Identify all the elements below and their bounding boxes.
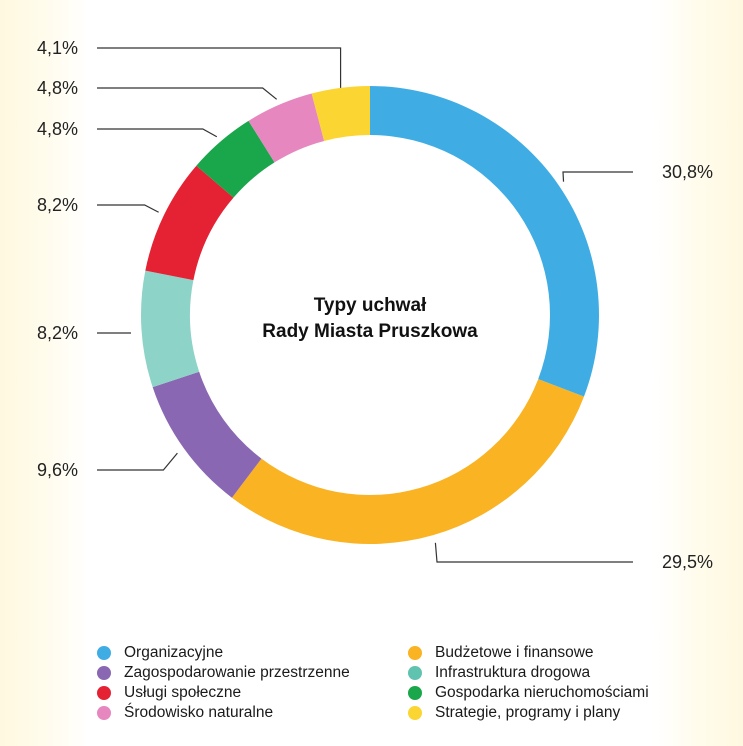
legend-item-budzetowe: Budżetowe i finansowe bbox=[408, 643, 688, 662]
legend-item-srodowisko: Środowisko naturalne bbox=[97, 703, 408, 722]
legend-swatch bbox=[408, 705, 422, 720]
leader-line-3 bbox=[97, 452, 178, 471]
legend-item-zagospodarowanie: Zagospodarowanie przestrzenne bbox=[97, 663, 408, 682]
value-label-3: 9,6% bbox=[37, 460, 78, 480]
leader-line-8 bbox=[97, 47, 342, 88]
value-label-4: 8,2% bbox=[37, 323, 78, 343]
legend-item-uslugi: Usługi społeczne bbox=[97, 683, 408, 702]
legend-label: Zagospodarowanie przestrzenne bbox=[124, 663, 350, 681]
leader-line-7 bbox=[97, 87, 278, 100]
chart-subtitle: Rady Miasta Pruszkowa bbox=[262, 321, 478, 342]
leader-line-2 bbox=[434, 542, 633, 563]
legend-label: Infrastruktura drogowa bbox=[435, 663, 591, 681]
donut-slice-6 bbox=[196, 120, 275, 198]
legend-item-organizacyjne: Organizacyjne bbox=[97, 643, 408, 662]
donut-slice-5 bbox=[145, 165, 234, 281]
leader-line-5 bbox=[97, 204, 159, 213]
legend-label: Budżetowe i finansowe bbox=[435, 643, 594, 661]
value-label-8: 4,1% bbox=[37, 38, 78, 58]
leader-line-6 bbox=[97, 128, 218, 138]
legend-swatch bbox=[97, 685, 111, 700]
value-label-1: 30,8% bbox=[662, 162, 713, 182]
legend-swatch bbox=[408, 645, 422, 660]
legend-label: Gospodarka nieruchomościami bbox=[435, 683, 649, 701]
value-label-6: 4,8% bbox=[37, 119, 78, 139]
donut-slice-8 bbox=[311, 86, 370, 141]
donut-slice-1 bbox=[370, 86, 599, 397]
donut-slice-2 bbox=[231, 379, 584, 544]
legend-label: Organizacyjne bbox=[124, 643, 224, 661]
value-label-2: 29,5% bbox=[662, 552, 713, 572]
legend-label: Strategie, programy i plany bbox=[435, 703, 621, 721]
chart-legend: Organizacyjne Budżetowe i finansowe Zago… bbox=[97, 643, 697, 722]
legend-swatch bbox=[97, 705, 111, 720]
legend-swatch bbox=[97, 645, 111, 660]
legend-item-gospodarka: Gospodarka nieruchomościami bbox=[408, 683, 688, 702]
chart-title: Typy uchwał bbox=[314, 295, 427, 316]
value-label-5: 8,2% bbox=[37, 195, 78, 215]
legend-item-infrastruktura: Infrastruktura drogowa bbox=[408, 663, 688, 682]
legend-label: Środowisko naturalne bbox=[124, 703, 274, 721]
legend-label: Usługi społeczne bbox=[124, 683, 242, 701]
donut-slice-3 bbox=[152, 371, 262, 498]
legend-item-strategie: Strategie, programy i plany bbox=[408, 703, 688, 722]
legend-swatch bbox=[97, 665, 111, 680]
legend-swatch bbox=[408, 685, 422, 700]
donut-slice-4 bbox=[141, 270, 200, 388]
legend-swatch bbox=[408, 665, 422, 680]
donut-slice-7 bbox=[248, 93, 325, 163]
leader-line-1 bbox=[562, 171, 633, 182]
value-label-7: 4,8% bbox=[37, 78, 78, 98]
